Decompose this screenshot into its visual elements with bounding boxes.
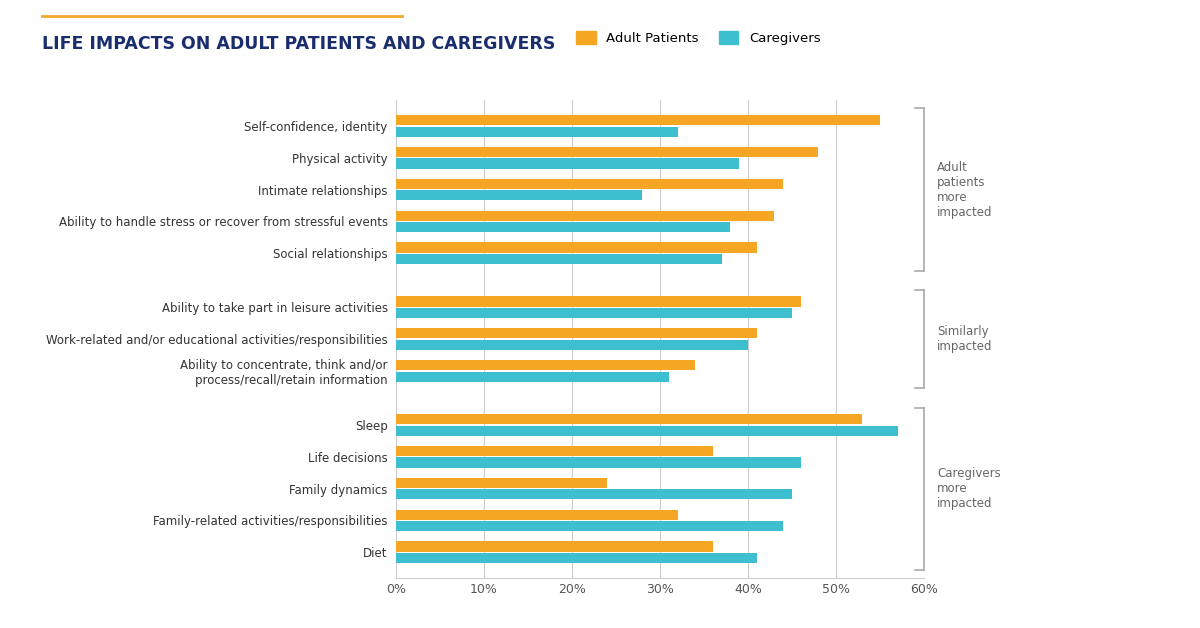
- Legend: Adult Patients, Caregivers: Adult Patients, Caregivers: [570, 26, 826, 50]
- Bar: [396, 446, 713, 456]
- Bar: [396, 541, 713, 551]
- Bar: [396, 489, 792, 499]
- Bar: [396, 296, 800, 306]
- Text: Adult
patients
more
impacted: Adult patients more impacted: [937, 161, 992, 219]
- Bar: [396, 328, 757, 338]
- Bar: [396, 210, 774, 221]
- Bar: [396, 242, 757, 252]
- Bar: [396, 510, 678, 520]
- Bar: [396, 414, 863, 425]
- Bar: [396, 147, 818, 157]
- Bar: [396, 426, 898, 436]
- Bar: [396, 340, 748, 350]
- Bar: [396, 127, 678, 137]
- Bar: [396, 372, 668, 382]
- Bar: [396, 457, 800, 468]
- Text: Caregivers
more
impacted: Caregivers more impacted: [937, 467, 1001, 510]
- Text: LIFE IMPACTS ON ADULT PATIENTS AND CAREGIVERS: LIFE IMPACTS ON ADULT PATIENTS AND CAREG…: [42, 35, 556, 53]
- Bar: [396, 115, 880, 126]
- Bar: [396, 553, 757, 563]
- Bar: [396, 308, 792, 318]
- Bar: [396, 521, 784, 531]
- Bar: [396, 179, 784, 189]
- Bar: [396, 254, 721, 264]
- Bar: [396, 478, 607, 488]
- Bar: [396, 190, 642, 200]
- Bar: [396, 360, 695, 371]
- Text: Similarly
impacted: Similarly impacted: [937, 325, 992, 353]
- Bar: [396, 158, 739, 168]
- Bar: [396, 222, 731, 232]
